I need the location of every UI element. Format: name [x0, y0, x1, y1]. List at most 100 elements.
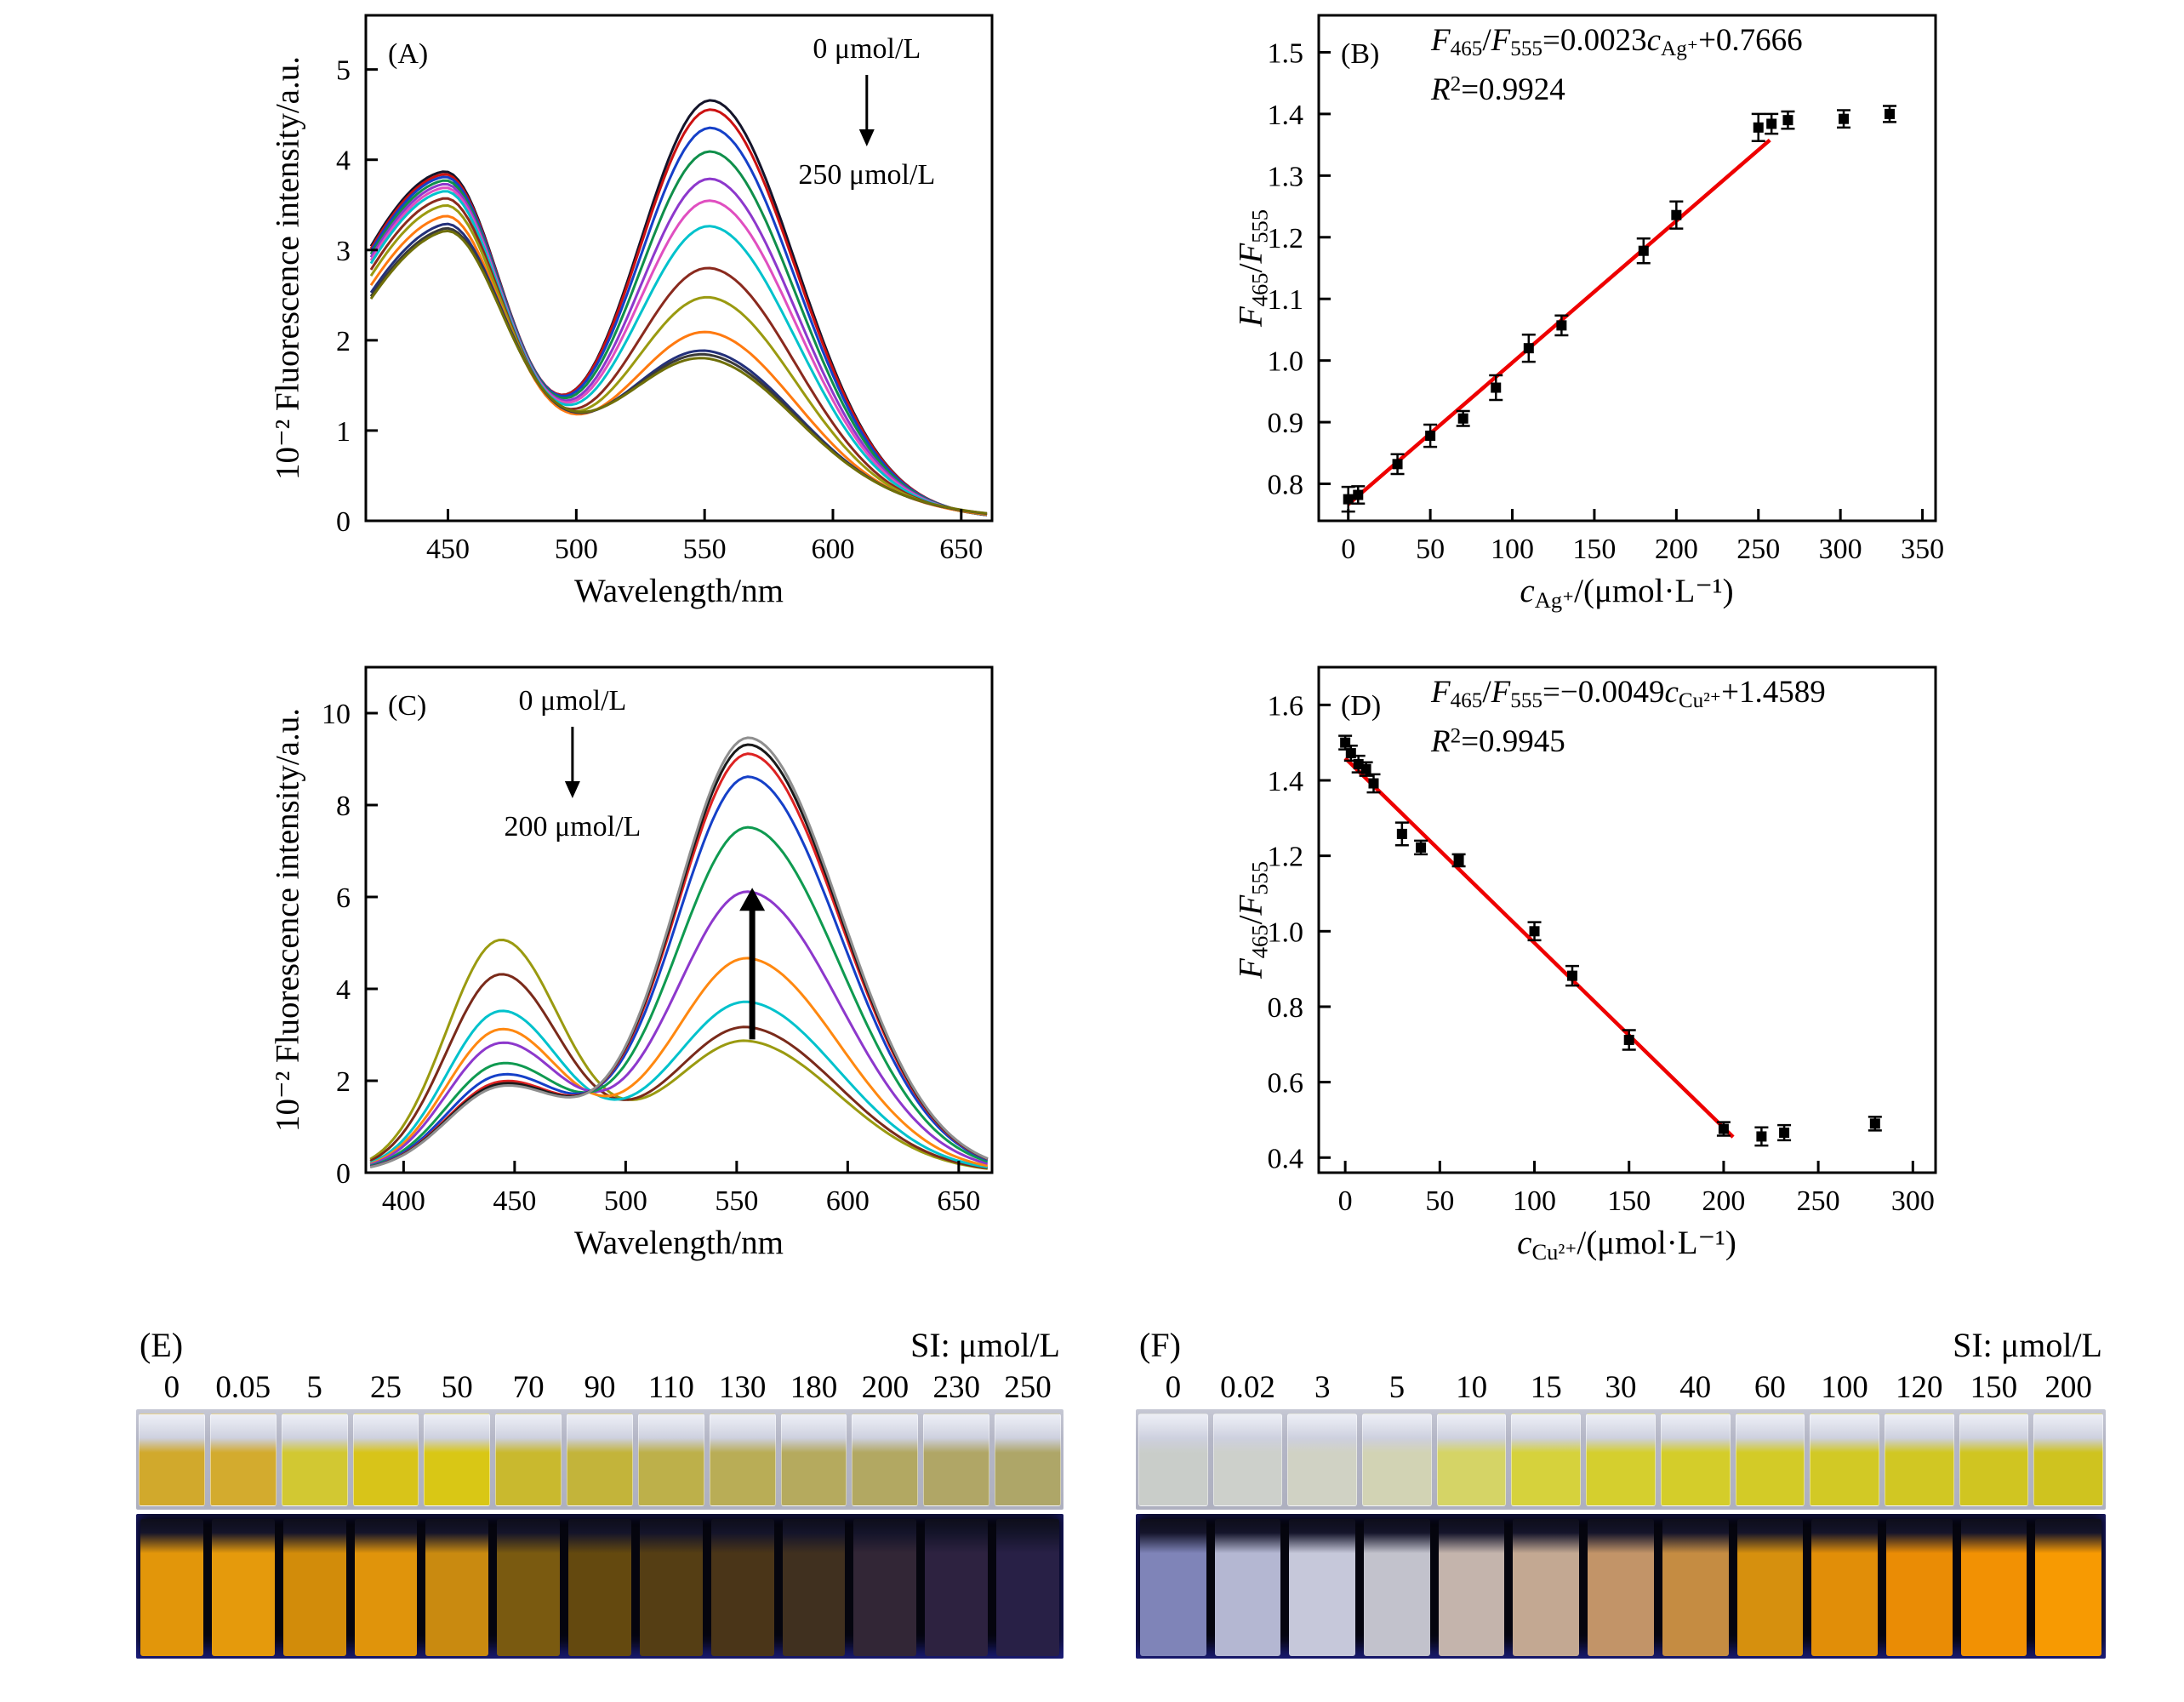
panel-f-concentration-labels: 0 0.02 3 5 10 15 30 40 60 100 120 150 200 — [1136, 1365, 2106, 1409]
svg-text:10: 10 — [322, 699, 351, 730]
spectrum-curve — [369, 203, 988, 516]
cuvette-daylight — [1959, 1414, 2029, 1506]
spectrum-curve — [369, 226, 988, 515]
svg-text:450: 450 — [493, 1185, 536, 1217]
svg-text:100: 100 — [1491, 534, 1534, 565]
panel-d-calibration-plot: 0 50 100 150 200 250 300 0.4 0.6 0.8 1.0 1.2 1.4 1.6 (… — [1268, 665, 1937, 1217]
concentration-label: 0 — [1165, 1369, 1182, 1405]
cuvette-daylight — [1138, 1414, 1208, 1506]
data-point — [1392, 459, 1403, 470]
data-point — [1779, 1128, 1790, 1139]
cuvette-uv — [1811, 1519, 1878, 1656]
panel-a-ylabel: 10⁻² Fluorescence intensity/a.u. — [269, 56, 306, 480]
svg-text:0: 0 — [336, 1158, 351, 1190]
concentration-label: 60 — [1753, 1369, 1786, 1405]
panel-b-calibration-plot: 0 50 100 150 200 250 300 350 0.8 0.9 1.0 1.1 1.2 1.3 1… — [1268, 14, 1944, 565]
cuvette-uv — [1662, 1519, 1729, 1656]
spectrum-curve — [369, 957, 989, 1168]
panel-C: 400 450 500 550 600 650 0 2 4 6 8 10 (C) 0 μmol/L 200 … — [247, 652, 1012, 1299]
svg-text:1.5: 1.5 — [1268, 37, 1304, 69]
data-point — [1766, 118, 1777, 129]
concentration-label: 110 — [647, 1369, 694, 1405]
cuvette-uv — [1960, 1519, 2027, 1656]
svg-text:650: 650 — [939, 534, 983, 565]
svg-text:8: 8 — [336, 791, 351, 822]
concentration-label: 100 — [1821, 1369, 1868, 1405]
panel-e-tag: (E) — [140, 1326, 184, 1364]
svg-text:150: 150 — [1572, 534, 1616, 565]
svg-text:650: 650 — [937, 1185, 980, 1217]
data-point — [1457, 413, 1468, 424]
spectrum-curve — [369, 190, 988, 517]
concentration-label: 0 — [163, 1369, 180, 1405]
svg-text:150: 150 — [1607, 1185, 1651, 1217]
concentration-label: 40 — [1679, 1369, 1712, 1405]
data-point — [1556, 320, 1567, 331]
concentration-label: 130 — [718, 1369, 767, 1405]
data-point — [1885, 108, 1896, 119]
cuvette-uv — [425, 1519, 489, 1656]
concentration-label: 25 — [369, 1369, 402, 1405]
cuvette-daylight — [923, 1414, 990, 1506]
svg-text:2: 2 — [336, 326, 351, 357]
concentration-label: 70 — [512, 1369, 545, 1405]
svg-text:(C): (C) — [388, 690, 426, 722]
cuvette-uv — [497, 1519, 561, 1656]
svg-text:2: 2 — [336, 1066, 351, 1098]
concentration-label: 3 — [1314, 1369, 1331, 1405]
cuvette-daylight — [209, 1414, 277, 1506]
data-point — [1869, 1118, 1880, 1129]
svg-text:500: 500 — [555, 534, 598, 565]
data-point — [1623, 1034, 1634, 1045]
svg-text:1.4: 1.4 — [1268, 766, 1304, 797]
svg-text:1.2: 1.2 — [1268, 842, 1304, 873]
cuvette-uv — [211, 1519, 275, 1656]
data-point — [1453, 854, 1464, 865]
concentration-label: 150 — [1970, 1369, 2018, 1405]
panel-d-xlabel: cCu²⁺/(μmol·L⁻¹) — [1517, 1225, 1736, 1265]
svg-text:0: 0 — [1338, 1185, 1353, 1217]
svg-text:550: 550 — [683, 534, 727, 565]
cuvette-daylight — [1660, 1414, 1731, 1506]
svg-text:0: 0 — [336, 506, 351, 538]
data-point — [1753, 122, 1764, 133]
cuvette-daylight — [1884, 1414, 1954, 1506]
cuvette-daylight — [281, 1414, 348, 1506]
panel-A: 450 500 550 600 650 0 1 2 3 4 5 (A) 0 μmol/L 250 μmol… — [247, 0, 1012, 647]
panel-e-header: (E) SI: μmol/L — [136, 1317, 1063, 1365]
cuvette-uv — [1736, 1519, 1804, 1656]
cuvette-daylight — [1212, 1414, 1283, 1506]
concentration-label: 90 — [584, 1369, 616, 1405]
spectrum-curve — [369, 973, 989, 1170]
concentration-label: 230 — [932, 1369, 980, 1405]
cuvette-daylight — [637, 1414, 704, 1506]
spectrum-curve — [369, 743, 989, 1168]
data-point — [1416, 842, 1427, 853]
spectrum-curve — [369, 186, 988, 517]
concentration-label: 120 — [1895, 1369, 1943, 1405]
svg-text:450: 450 — [426, 534, 470, 565]
cuvette-uv — [1588, 1519, 1654, 1656]
svg-text:1.3: 1.3 — [1268, 161, 1304, 192]
spectrum-curve — [369, 222, 988, 515]
spectrum-curve — [369, 890, 989, 1167]
cuvette-uv — [996, 1519, 1059, 1656]
svg-text:250: 250 — [1736, 534, 1780, 565]
spectrum-curve — [369, 214, 988, 516]
svg-text:50: 50 — [1425, 1185, 1454, 1217]
data-point — [1671, 209, 1682, 220]
panel-D: 0 50 100 150 200 250 300 0.4 0.6 0.8 1.0 1.2 1.4 1.6 (… — [1208, 652, 2127, 1299]
svg-text:300: 300 — [1819, 534, 1862, 565]
cuvette-daylight — [1735, 1414, 1805, 1506]
cuvette-daylight — [995, 1414, 1061, 1506]
concentration-label: 5 — [1389, 1369, 1406, 1405]
data-point — [1353, 489, 1364, 500]
cuvette-uv — [568, 1519, 631, 1656]
svg-text:500: 500 — [604, 1185, 647, 1217]
svg-text:0.4: 0.4 — [1268, 1143, 1304, 1174]
data-point — [1529, 926, 1540, 937]
data-point — [1523, 343, 1534, 354]
svg-text:100: 100 — [1513, 1185, 1556, 1217]
svg-text:4: 4 — [336, 146, 351, 177]
concentration-label: 0.05 — [215, 1369, 271, 1405]
